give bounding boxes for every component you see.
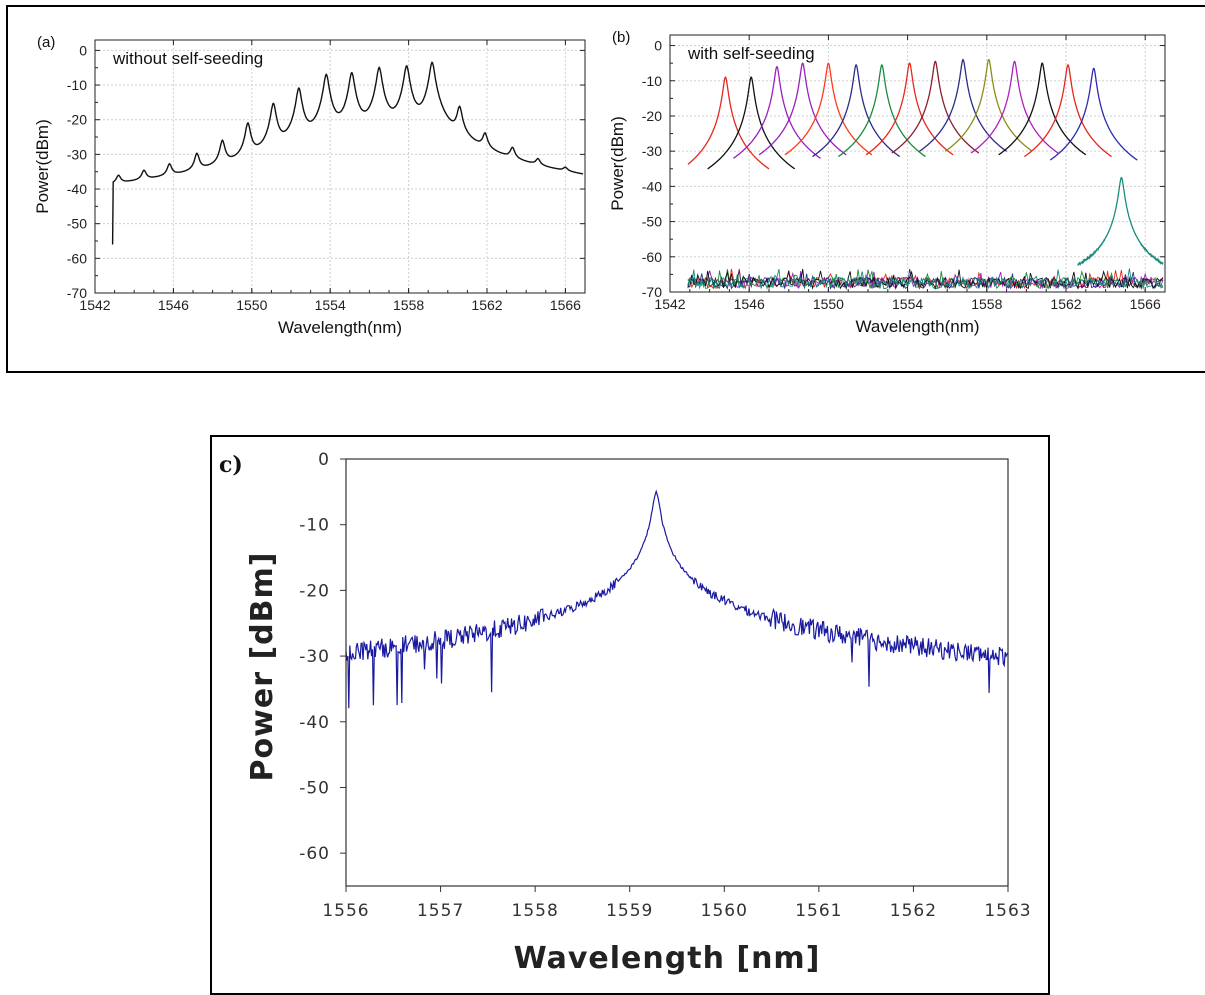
series-line bbox=[758, 62, 847, 156]
series-line bbox=[687, 76, 770, 170]
series-line bbox=[784, 62, 873, 156]
y-axis-title: Power(dBm) bbox=[33, 119, 52, 213]
series-line bbox=[837, 64, 926, 158]
x-tick-label: 1558 bbox=[512, 901, 559, 921]
chart-b: 1542 1546 1550 1554 1558 1562 1566 0 -10 -20 -30 -4… bbox=[608, 29, 1166, 336]
series-line bbox=[111, 61, 584, 245]
y-tick-label: -30 bbox=[67, 146, 87, 162]
noise-floor-line bbox=[687, 268, 1164, 291]
x-tick-label: 1554 bbox=[315, 297, 346, 313]
y-tick-label: -60 bbox=[67, 250, 87, 266]
chart-annotation: without self-seeding bbox=[112, 49, 263, 68]
series-line bbox=[944, 58, 1033, 152]
y-tick-label: -70 bbox=[67, 285, 87, 301]
series-line bbox=[1049, 67, 1138, 161]
y-tick-label: 0 bbox=[654, 38, 662, 54]
plot-frame bbox=[94, 39, 586, 294]
x-axis-title: Wavelength [nm] bbox=[514, 941, 821, 976]
x-axis-title: Wavelength(nm) bbox=[855, 317, 979, 336]
chart-c-frame bbox=[210, 435, 1050, 995]
y-tick-label: -70 bbox=[642, 284, 662, 300]
x-tick-label: 1546 bbox=[734, 296, 765, 312]
series-line bbox=[998, 62, 1087, 156]
y-tick-label: -60 bbox=[642, 249, 662, 265]
series-line bbox=[919, 58, 1007, 152]
y-tick-label: -20 bbox=[642, 108, 662, 124]
series-line bbox=[1023, 64, 1113, 158]
x-tick-label: 1550 bbox=[236, 297, 267, 313]
x-tick-label: 1556 bbox=[322, 901, 369, 921]
x-tick-label: 1566 bbox=[1130, 296, 1161, 312]
series-line bbox=[732, 65, 821, 159]
x-tick-label: 1557 bbox=[417, 901, 464, 921]
x-tick-label: 1562 bbox=[471, 297, 502, 313]
x-tick-label: 1561 bbox=[795, 901, 842, 921]
plot-frame bbox=[669, 34, 1166, 293]
y-tick-label: -30 bbox=[642, 143, 662, 159]
y-tick-label: -50 bbox=[299, 778, 330, 798]
panel-label: c) bbox=[219, 452, 243, 478]
x-tick-label: 1542 bbox=[654, 296, 685, 312]
y-tick-label: -60 bbox=[299, 844, 330, 864]
y-tick-label: 0 bbox=[318, 450, 330, 470]
x-tick-label: 1542 bbox=[79, 297, 110, 313]
series-line bbox=[707, 76, 796, 170]
y-axis-title: Power [dBm] bbox=[245, 552, 280, 782]
x-tick-label: 1558 bbox=[393, 297, 424, 313]
y-tick-label: -20 bbox=[299, 581, 330, 601]
chart-annotation: with self-seeding bbox=[687, 44, 815, 63]
x-tick-label: 1554 bbox=[892, 296, 923, 312]
top-figure-panel bbox=[6, 5, 1205, 373]
y-tick-label: -10 bbox=[67, 77, 87, 93]
y-tick-label: -50 bbox=[67, 216, 87, 232]
panel-label: (a) bbox=[37, 34, 55, 51]
y-tick-label: -30 bbox=[299, 647, 330, 667]
x-tick-label: 1560 bbox=[701, 901, 748, 921]
x-tick-label: 1550 bbox=[813, 296, 844, 312]
series-line bbox=[345, 489, 1009, 709]
noise-floor-line bbox=[687, 268, 1164, 290]
y-tick-label: -50 bbox=[642, 214, 662, 230]
y-tick-label: -40 bbox=[67, 181, 87, 197]
x-tick-label: 1558 bbox=[971, 296, 1002, 312]
series-line bbox=[891, 60, 980, 154]
x-tick-label: 1566 bbox=[550, 297, 581, 313]
panel-label: (b) bbox=[612, 29, 630, 46]
series-line bbox=[865, 62, 954, 156]
y-tick-label: -40 bbox=[299, 713, 330, 733]
y-tick-label: -40 bbox=[642, 178, 662, 194]
x-tick-label: 1546 bbox=[158, 297, 189, 313]
x-tick-label: 1562 bbox=[1050, 296, 1081, 312]
y-tick-label: -10 bbox=[642, 73, 662, 89]
x-tick-label: 1563 bbox=[984, 901, 1031, 921]
chart-a: 1542 1546 1550 1554 1558 1562 1566 0 -10 -20 -30 -4… bbox=[33, 34, 586, 337]
plot-frame bbox=[345, 458, 1009, 887]
y-tick-label: -20 bbox=[67, 112, 87, 128]
y-tick-label: -10 bbox=[299, 516, 330, 536]
y-axis-title: Power(dBm) bbox=[608, 116, 627, 210]
x-tick-label: 1559 bbox=[606, 901, 653, 921]
series-line bbox=[970, 60, 1059, 154]
y-tick-label: 0 bbox=[79, 42, 87, 58]
x-axis-title: Wavelength(nm) bbox=[278, 318, 402, 337]
x-tick-label: 1562 bbox=[890, 901, 937, 921]
series-line bbox=[1077, 176, 1164, 266]
series-line bbox=[812, 64, 901, 158]
